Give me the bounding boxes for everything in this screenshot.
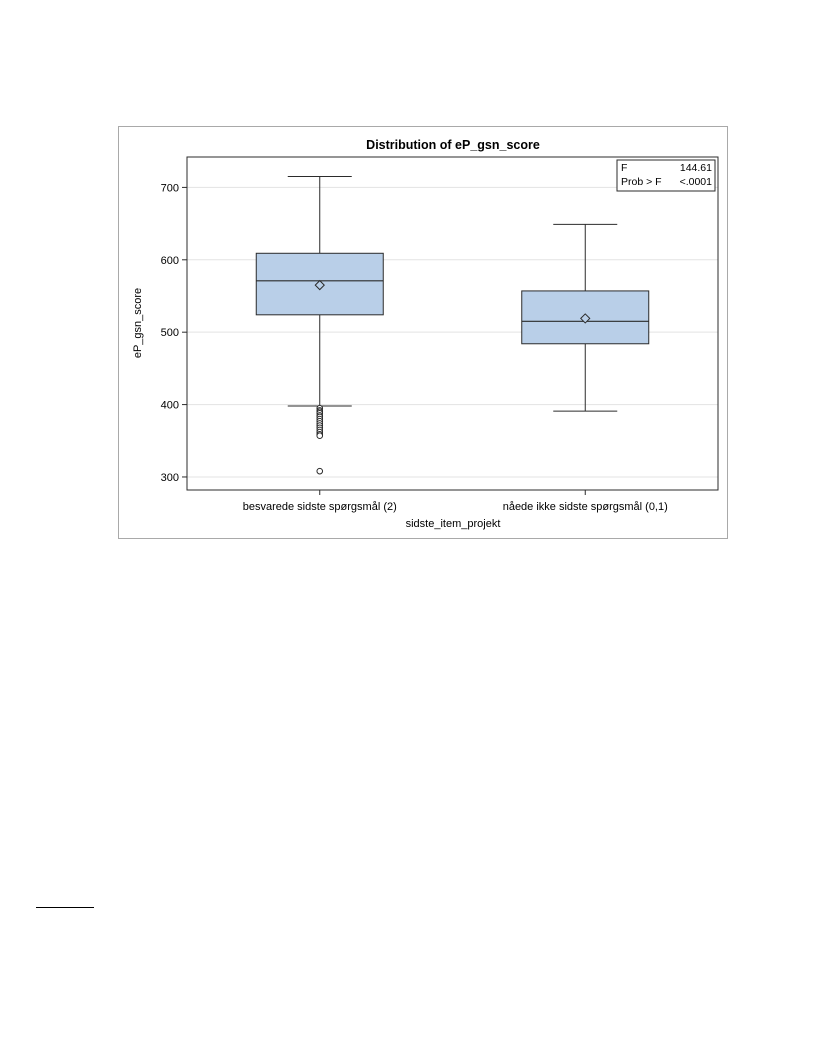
stats-row-label: F bbox=[621, 162, 627, 174]
box-1 bbox=[255, 176, 384, 475]
chart-title: Distribution of eP_gsn_score bbox=[366, 138, 540, 152]
mean-marker bbox=[314, 279, 325, 291]
boxplot-chart: Distribution of eP_gsn_score 300 400 500 60… bbox=[132, 138, 719, 530]
y-tick-label: 400 bbox=[161, 400, 179, 412]
x-tick-label: besvarede sidste spørgsmål (2) bbox=[243, 501, 397, 513]
x-tick-label: nåede ikke sidste spørgsmål (0,1) bbox=[503, 501, 668, 513]
plot-area bbox=[186, 156, 719, 491]
x-axis-label: sidste_item_projekt bbox=[406, 518, 501, 530]
y-tick-label: 600 bbox=[161, 255, 179, 267]
stats-row-value: <.0001 bbox=[680, 176, 713, 188]
y-tick-label: 700 bbox=[161, 182, 179, 194]
boxes bbox=[255, 176, 650, 475]
stats-row-value: 144.61 bbox=[680, 162, 712, 174]
axes: 300 400 500 600 700 besvarede sidste spørgsmå… bbox=[161, 182, 668, 513]
outlier-point bbox=[316, 432, 324, 440]
stats-inset-table: F 144.61 Prob > F <.0001 bbox=[616, 159, 716, 192]
footnote-rule bbox=[36, 907, 94, 908]
y-tick-label: 300 bbox=[161, 472, 179, 484]
stats-row-label: Prob > F bbox=[621, 176, 662, 188]
outlier-point bbox=[316, 467, 324, 475]
y-axis-label: eP_gsn_score bbox=[132, 288, 144, 358]
mean-marker bbox=[580, 313, 591, 324]
chart-figure: Distribution of eP_gsn_score 300 400 500 60… bbox=[118, 126, 728, 539]
box-2 bbox=[521, 223, 650, 412]
stats-inset-border bbox=[616, 159, 716, 192]
y-tick-label: 500 bbox=[161, 327, 179, 339]
